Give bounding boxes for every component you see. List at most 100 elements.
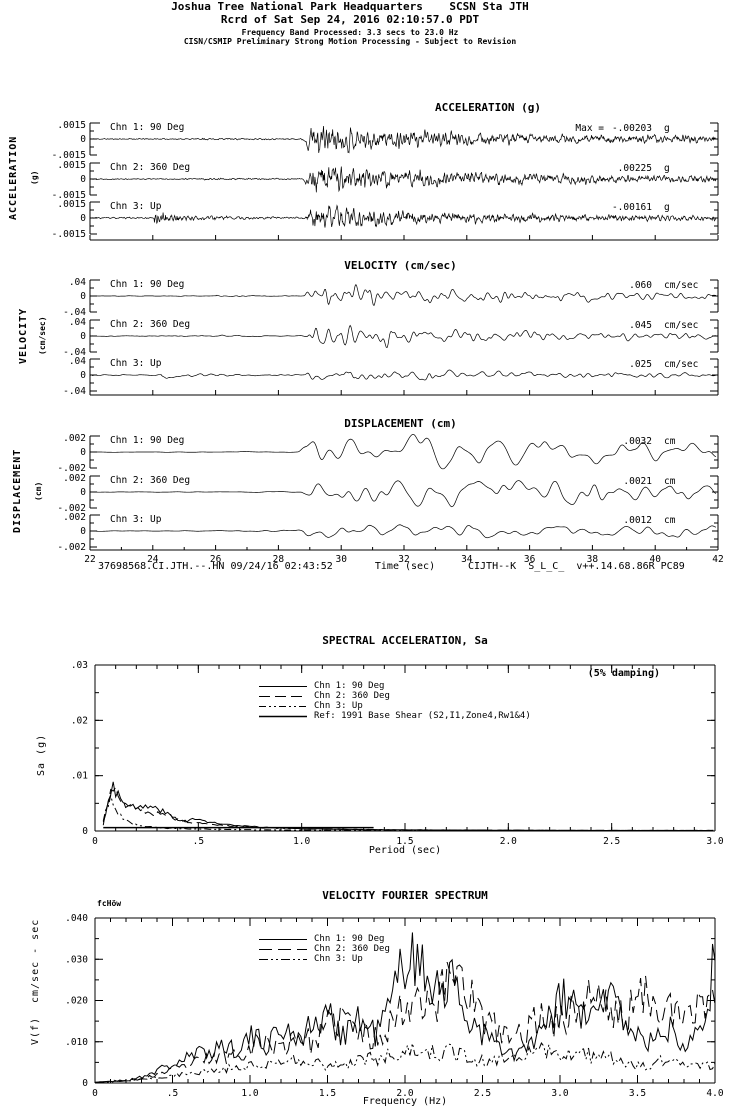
svg-text:34: 34	[461, 554, 473, 565]
svg-text:24: 24	[147, 554, 159, 565]
legend-line-dashdot-icon	[259, 705, 307, 707]
svg-text:-.04: -.04	[63, 307, 86, 318]
legend-label: Chn 1: 90 Deg	[314, 681, 385, 691]
processing-note: CISN/CSMIP Preliminary Strong Motion Pro…	[183, 37, 517, 46]
svg-text:Max =: Max =	[575, 123, 604, 134]
svg-text:.002: .002	[63, 512, 86, 523]
svg-text:-.002: -.002	[57, 542, 86, 553]
legend-line-dash-icon	[259, 695, 307, 697]
svg-text:0: 0	[80, 174, 86, 185]
fourier-legend: Chn 1: 90 Deg Chn 2: 360 Deg Chn 3: Up	[258, 934, 390, 964]
svg-text:.00225: .00225	[618, 163, 652, 174]
sa-legend: Chn 1: 90 Deg Chn 2: 360 Deg Chn 3: Up R…	[258, 681, 531, 721]
record-time: Rcrd of Sat Sep 24, 2016 02:10:57.0 PDT	[220, 13, 480, 26]
svg-text:.04: .04	[69, 277, 86, 288]
svg-text:3.0: 3.0	[551, 1088, 568, 1099]
svg-text:.03: .03	[71, 660, 88, 671]
legend-line-ref-icon	[259, 715, 307, 717]
svg-text:.025: .025	[629, 359, 652, 370]
svg-text:0: 0	[80, 213, 86, 224]
svg-text:.0012: .0012	[623, 515, 652, 526]
processing-id: CIJTH--K S_L_C_ v++.14.68.86R PC89	[468, 561, 685, 572]
svg-text:g: g	[664, 163, 670, 174]
svg-text:0: 0	[80, 447, 86, 458]
svg-text:0: 0	[80, 134, 86, 145]
svg-text:.030: .030	[65, 954, 88, 965]
svg-text:1.5: 1.5	[396, 836, 413, 847]
record-id: 37698568.CI.JTH.--.HN 09/24/16 02:43:52	[98, 561, 333, 572]
legend-label: Chn 2: 360 Deg	[314, 944, 390, 954]
svg-text:.040: .040	[65, 913, 88, 924]
svg-text:Chn 2: 360 Deg: Chn 2: 360 Deg	[110, 475, 190, 486]
acceleration-seismogram-chart: .0015 0 -.0015 Chn 1: 90 Deg Max = -.00203 g .0…	[52, 120, 719, 241]
svg-text:-.002: -.002	[57, 463, 86, 474]
legend-item: Chn 3: Up	[258, 954, 390, 964]
svg-text:-.00203: -.00203	[612, 123, 652, 134]
legend-line-solid-icon	[259, 938, 307, 940]
svg-text:.060: .060	[629, 280, 652, 291]
legend-line-dash-icon	[259, 948, 307, 950]
svg-text:22: 22	[84, 554, 95, 565]
svg-text:42: 42	[712, 554, 723, 565]
svg-text:Chn 3: Up: Chn 3: Up	[110, 201, 162, 212]
damping-note: (5% damping)	[587, 668, 660, 679]
legend-item: Chn 3: Up	[258, 701, 531, 711]
svg-text:2.5: 2.5	[603, 836, 620, 847]
fourier-chart: 0 .5 1.0 1.5 2.0 2.5 3.0 3.5 4.0 .040 .030 .020 .010…	[65, 913, 724, 1099]
svg-text:0: 0	[80, 331, 86, 342]
period-xlabel: Period (sec)	[368, 845, 442, 856]
sa-title: SPECTRAL ACCELERATION, Sa	[322, 634, 488, 647]
svg-text:.045: .045	[629, 320, 652, 331]
svg-text:.020: .020	[65, 996, 88, 1007]
svg-text:.01: .01	[71, 771, 88, 782]
svg-text:-.04: -.04	[63, 347, 86, 358]
displacement-title: DISPLACEMENT (cm)	[344, 417, 457, 430]
svg-text:.04: .04	[69, 356, 86, 367]
time-axis-label: Time (sec)	[374, 561, 436, 572]
legend-item: Chn 1: 90 Deg	[258, 934, 390, 944]
fourier-title: VELOCITY FOURIER SPECTRUM	[322, 889, 488, 902]
svg-text:30: 30	[335, 554, 347, 565]
svg-text:.010: .010	[65, 1037, 88, 1048]
svg-text:40: 40	[649, 554, 661, 565]
frequency-xlabel: Frequency (Hz)	[362, 1096, 448, 1107]
svg-text:.0015: .0015	[57, 199, 86, 210]
svg-text:.5: .5	[193, 836, 204, 847]
legend-label: Chn 3: Up	[314, 954, 363, 964]
legend-line-dashdot-icon	[259, 958, 307, 960]
frequency-band-note: Frequency Band Processed: 3.3 secs to 23…	[241, 28, 459, 37]
svg-text:-.0015: -.0015	[52, 229, 86, 240]
legend-label: Ref: 1991 Base Shear (S2,I1,Zone4,Rw1&4)	[314, 711, 531, 721]
svg-text:Chn 1: 90 Deg: Chn 1: 90 Deg	[110, 122, 184, 133]
svg-text:0: 0	[80, 526, 86, 537]
velocity-title: VELOCITY (cm/sec)	[344, 259, 457, 272]
fc-corner-note: fcHöw	[97, 899, 122, 908]
svg-text:-.00161: -.00161	[612, 202, 652, 213]
svg-text:38: 38	[587, 554, 599, 565]
legend-item: Ref: 1991 Base Shear (S2,I1,Zone4,Rw1&4)	[258, 711, 531, 721]
legend-line-solid-icon	[259, 685, 307, 687]
svg-text:0: 0	[82, 1078, 88, 1089]
svg-text:cm/sec: cm/sec	[664, 280, 698, 291]
svg-text:.0021: .0021	[623, 476, 652, 487]
displacement-seismogram-chart: .002 0 -.002 Chn 1: 90 Deg .0032 cm .002 0 -.002…	[57, 433, 723, 565]
svg-text:0: 0	[82, 826, 88, 837]
svg-text:0: 0	[80, 370, 86, 381]
svg-text:1.0: 1.0	[293, 836, 310, 847]
svg-text:-.04: -.04	[63, 386, 86, 397]
svg-text:.02: .02	[71, 715, 88, 726]
svg-text:cm/sec: cm/sec	[664, 359, 698, 370]
legend-item: Chn 1: 90 Deg	[258, 681, 531, 691]
svg-text:Chn 1: 90 Deg: Chn 1: 90 Deg	[110, 279, 184, 290]
svg-text:2.0: 2.0	[396, 1088, 413, 1099]
report-header: Joshua Tree National Park Headquarters S…	[0, 0, 700, 46]
legend-label: Chn 2: 360 Deg	[314, 691, 390, 701]
legend-item: Chn 2: 360 Deg	[258, 691, 531, 701]
svg-text:cm/sec: cm/sec	[664, 320, 698, 331]
svg-text:1.0: 1.0	[241, 1088, 258, 1099]
svg-text:0: 0	[80, 487, 86, 498]
sa-chart: 0 .5 1.0 1.5 2.0 2.5 3.0 .03 .02 .01 0	[71, 660, 724, 847]
svg-text:3.0: 3.0	[706, 836, 723, 847]
svg-text:.002: .002	[63, 473, 86, 484]
